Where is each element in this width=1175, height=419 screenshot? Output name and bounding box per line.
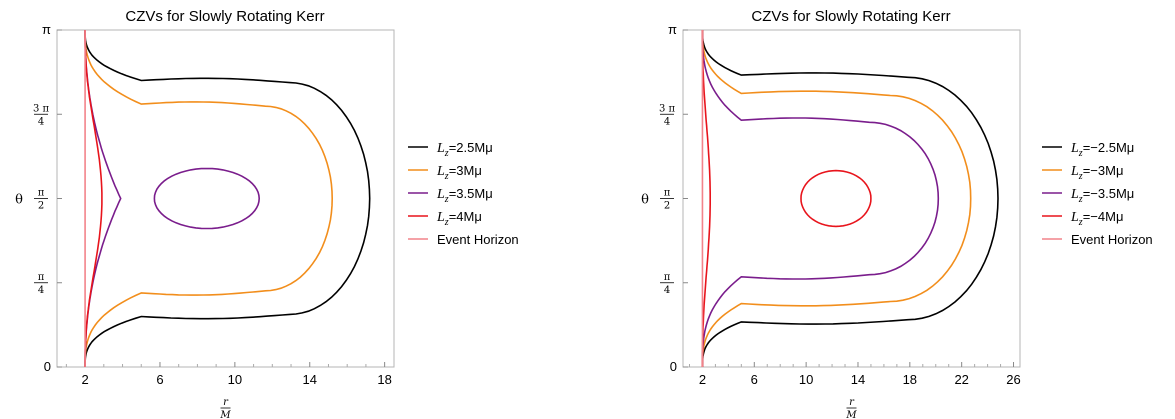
legend-item: Lz=−3.5Mμ bbox=[1042, 186, 1134, 205]
x-tick-label: 14 bbox=[303, 372, 317, 387]
y-tick-label: 0 bbox=[670, 359, 677, 374]
x-tick-label: 2 bbox=[81, 372, 88, 387]
y-tick-label: π4 bbox=[660, 272, 674, 296]
y-tick-label: 0 bbox=[44, 359, 51, 374]
x-tick-label: 18 bbox=[377, 372, 391, 387]
x-label-denominator: M bbox=[845, 410, 857, 419]
series-curve bbox=[701, 30, 972, 367]
y-tick-denominator: 4 bbox=[664, 116, 670, 127]
x-axis-label: rM bbox=[845, 397, 857, 419]
legend-label: Event Horizon bbox=[1071, 232, 1153, 247]
legend-label: Lz=2.5Mμ bbox=[436, 140, 493, 159]
y-tick-numerator: π bbox=[38, 272, 45, 283]
legend-label: Event Horizon bbox=[437, 232, 519, 247]
x-label-numerator: r bbox=[849, 397, 855, 408]
y-tick-label: π bbox=[42, 22, 51, 37]
y-tick-denominator: 4 bbox=[38, 285, 44, 296]
legend-item: Lz=3Mμ bbox=[408, 163, 482, 182]
y-tick-numerator: π bbox=[664, 188, 671, 199]
legend-item: Lz=3.5Mμ bbox=[408, 186, 493, 205]
x-tick-label: 6 bbox=[156, 372, 163, 387]
x-tick-label: 18 bbox=[903, 372, 917, 387]
y-tick-label: 3 π4 bbox=[659, 103, 676, 127]
x-tick-label: 26 bbox=[1006, 372, 1020, 387]
series-curve bbox=[84, 30, 371, 367]
x-tick-label: 22 bbox=[954, 372, 968, 387]
legend-label: Lz=3Mμ bbox=[436, 163, 482, 182]
series-island bbox=[800, 169, 872, 228]
y-tick-denominator: 4 bbox=[38, 116, 44, 127]
curves bbox=[701, 30, 999, 367]
legend-item: Lz=2.5Mμ bbox=[408, 140, 493, 159]
y-tick-denominator: 2 bbox=[38, 201, 44, 212]
curves bbox=[84, 30, 371, 367]
legend-item: Lz=−4Mμ bbox=[1042, 209, 1123, 228]
series-island bbox=[153, 167, 261, 230]
y-tick-label: π4 bbox=[34, 272, 48, 296]
x-axis-label: rM bbox=[219, 397, 231, 419]
y-axis-label: θ bbox=[641, 193, 649, 208]
x-tick-label: 10 bbox=[228, 372, 242, 387]
y-tick-numerator: 3 π bbox=[659, 103, 676, 114]
x-label-denominator: M bbox=[219, 410, 231, 419]
legend-label: Lz=−2.5Mμ bbox=[1070, 140, 1134, 159]
y-axis-label: θ bbox=[15, 193, 23, 208]
series-curve bbox=[84, 30, 103, 367]
y-tick-label: π2 bbox=[34, 188, 48, 212]
legend-label: Lz=4Mμ bbox=[436, 209, 482, 228]
x-tick-label: 14 bbox=[851, 372, 865, 387]
x-tick-label: 10 bbox=[799, 372, 813, 387]
legend-label: Lz=−3Mμ bbox=[1070, 163, 1123, 182]
y-tick-label: 3 π4 bbox=[33, 103, 50, 127]
legend-label: Lz=−4Mμ bbox=[1070, 209, 1123, 228]
x-tick-label: 2 bbox=[699, 372, 706, 387]
y-tick-numerator: 3 π bbox=[33, 103, 50, 114]
y-tick-label: π2 bbox=[660, 188, 674, 212]
legend-item: Event Horizon bbox=[1042, 232, 1153, 247]
legend-item: Event Horizon bbox=[408, 232, 519, 247]
plot-frame bbox=[682, 29, 1021, 368]
legend-label: Lz=−3.5Mμ bbox=[1070, 186, 1134, 205]
series-curve bbox=[701, 30, 940, 367]
legend-item: Lz=−3Mμ bbox=[1042, 163, 1123, 182]
y-tick-numerator: π bbox=[664, 272, 671, 283]
series-curve bbox=[84, 30, 334, 367]
y-tick-denominator: 4 bbox=[664, 285, 670, 296]
legend-label: Lz=3.5Mμ bbox=[436, 186, 493, 205]
x-label-numerator: r bbox=[223, 397, 229, 408]
plot-frame bbox=[56, 29, 395, 368]
x-tick-label: 6 bbox=[751, 372, 758, 387]
legend-item: Lz=−2.5Mμ bbox=[1042, 140, 1134, 159]
chart-title: CZVs for Slowly Rotating Kerr bbox=[125, 8, 324, 25]
y-tick-label: π bbox=[668, 22, 677, 37]
y-tick-numerator: π bbox=[38, 188, 45, 199]
series-curve bbox=[701, 30, 711, 367]
legend-item: Lz=4Mμ bbox=[408, 209, 482, 228]
series-curve bbox=[701, 30, 999, 367]
chart-title: CZVs for Slowly Rotating Kerr bbox=[751, 8, 950, 25]
y-tick-denominator: 2 bbox=[664, 201, 670, 212]
